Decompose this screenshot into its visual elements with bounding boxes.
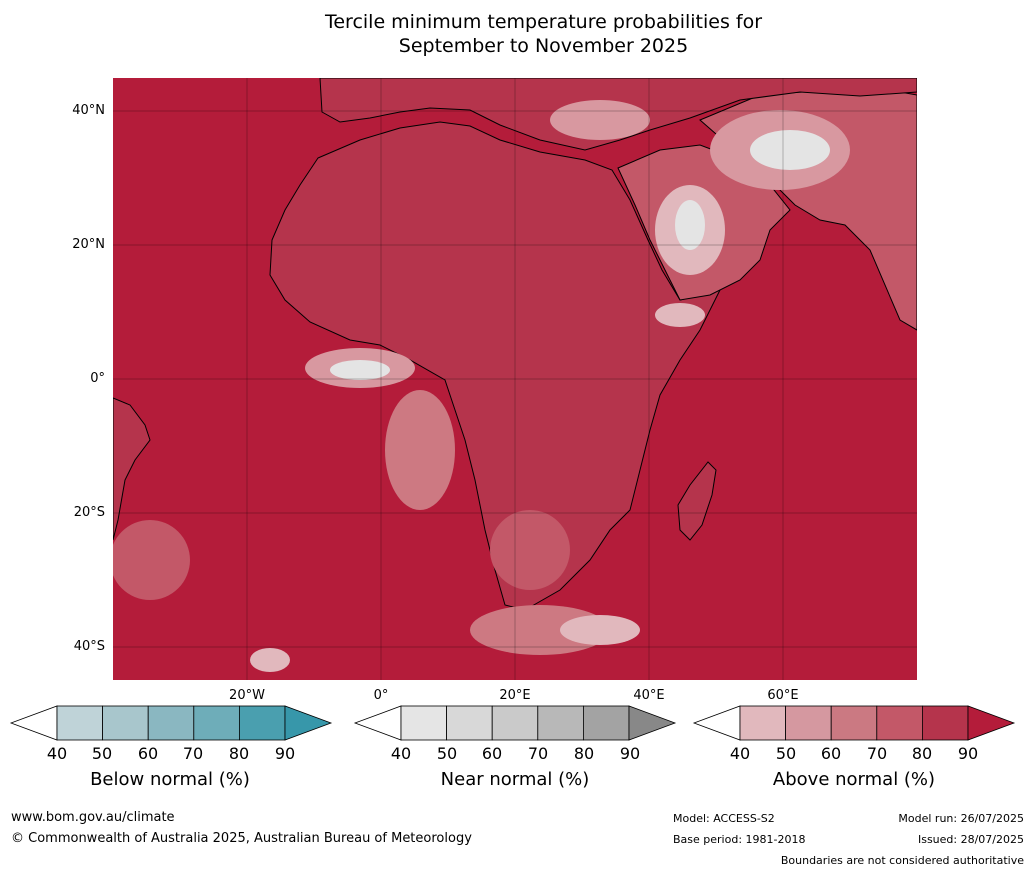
legend-near-tick: 60: [481, 744, 503, 763]
legend-near-tick: 50: [436, 744, 458, 763]
legend-swatch: [785, 705, 832, 741]
legend-below-title: Below normal (%): [90, 769, 250, 790]
legend-swatch: [739, 705, 786, 741]
legend-above-tick: 50: [775, 744, 797, 763]
legend-below-tick: 60: [137, 744, 159, 763]
lat-label-40s: 40°S: [73, 639, 105, 654]
map-title: Tercile minimum temperature probabilitie…: [0, 10, 1035, 58]
footer-base-period: Base period: 1981-2018: [673, 833, 806, 846]
title-line-2: September to November 2025: [398, 35, 689, 57]
lon-label-20w: 20°W: [229, 688, 265, 703]
legend-swatch: [583, 705, 630, 741]
legend-above-tick: 60: [820, 744, 842, 763]
title-line-1: Tercile minimum temperature probabilitie…: [324, 11, 763, 33]
lon-label-40e: 40°E: [633, 688, 665, 703]
legend-swatch: [147, 705, 195, 741]
legend-swatch: [56, 705, 103, 741]
lat-label-40n: 40°N: [72, 103, 105, 118]
legend-near-tick: 40: [390, 744, 412, 763]
legend-swatch: [830, 705, 878, 741]
legend-below-tick: 90: [274, 744, 296, 763]
legend-near-tick: 70: [527, 744, 549, 763]
lon-label-0: 0°: [373, 688, 389, 703]
legend-above-tick: 70: [866, 744, 888, 763]
legend-swatch: [922, 705, 969, 741]
legend-swatch: [102, 705, 149, 741]
footer-website: www.bom.gov.au/climate: [11, 810, 175, 825]
legend-extend-high: [284, 705, 333, 741]
legend-swatch: [400, 705, 447, 741]
legend-above-tick: 40: [729, 744, 751, 763]
legend-near-tick: 90: [619, 744, 641, 763]
legend-below-tick: 40: [46, 744, 68, 763]
madagascar: [677, 461, 717, 541]
lat-label-20s: 20°S: [73, 505, 105, 520]
lon-label-60e: 60°E: [767, 688, 799, 703]
legend-above-tick: 80: [911, 744, 933, 763]
legend-extend-low: [9, 705, 58, 741]
legend-swatch: [193, 705, 240, 741]
legend-near-tick: 80: [573, 744, 595, 763]
legend-extend-low: [353, 705, 402, 741]
footer-model-run: Model run: 26/07/2025: [898, 812, 1024, 825]
legend-below-tick: 70: [182, 744, 204, 763]
footer-copyright: © Commonwealth of Australia 2025, Austra…: [11, 831, 472, 846]
legend-above-title: Above normal (%): [772, 769, 936, 790]
graticule: [113, 78, 917, 680]
lat-label-20n: 20°N: [72, 237, 105, 252]
colorbar-near: [353, 705, 677, 741]
south-america-edge: [113, 397, 151, 541]
legend-near-title: Near normal (%): [440, 769, 590, 790]
legend-swatch: [446, 705, 493, 741]
legend-below-tick: 50: [91, 744, 113, 763]
legend-extend-high: [967, 705, 1016, 741]
colorbar-below: [9, 705, 333, 741]
legend-extend-low: [692, 705, 741, 741]
legend-swatch: [876, 705, 923, 741]
probability-patches: [113, 100, 850, 672]
lat-label-0: 0°: [90, 371, 105, 386]
footer-issued: Issued: 28/07/2025: [917, 833, 1024, 846]
colorbar-above: [692, 705, 1016, 741]
legend-swatch: [537, 705, 584, 741]
footer-model: Model: ACCESS-S2: [673, 812, 775, 825]
legend-below-tick: 80: [228, 744, 250, 763]
map-field: [113, 78, 917, 680]
legend-extend-high: [628, 705, 677, 741]
legend-above-tick: 90: [957, 744, 979, 763]
lon-label-20e: 20°E: [499, 688, 531, 703]
africa-landmass: [269, 121, 721, 611]
footer-disclaimer: Boundaries are not considered authoritat…: [780, 854, 1024, 867]
legend-swatch: [491, 705, 539, 741]
legend-swatch: [238, 705, 286, 741]
